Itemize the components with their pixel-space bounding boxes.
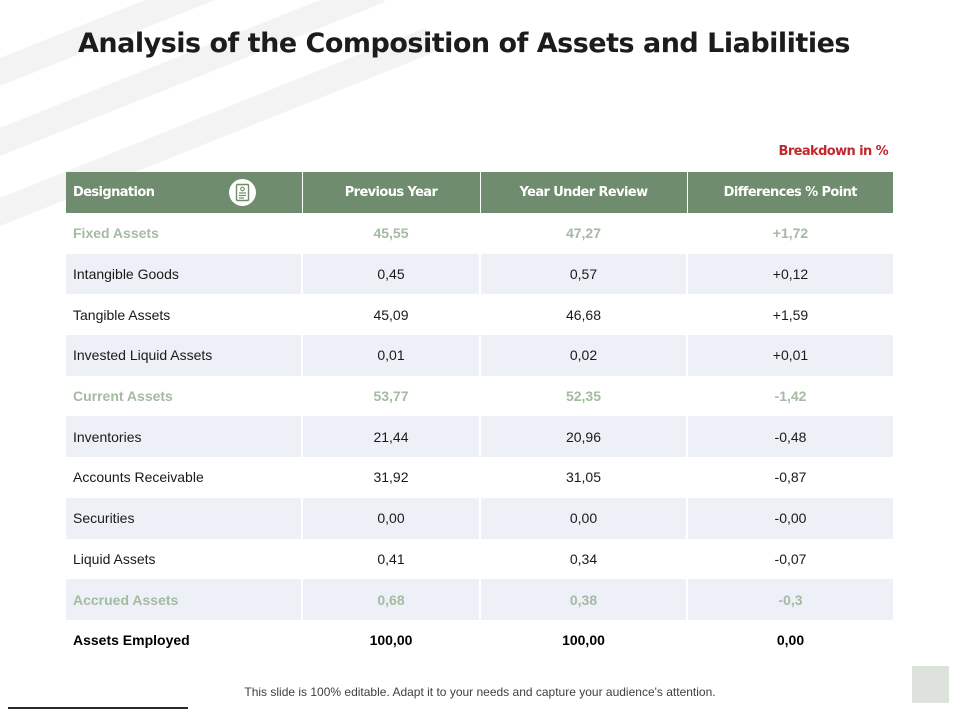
previous-year-cell: 45,09	[302, 294, 481, 336]
document-icon	[229, 179, 256, 206]
difference-cell: +0,12	[687, 253, 893, 295]
difference-cell: +0,01	[687, 335, 893, 376]
row-label-cell: Invested Liquid Assets	[66, 335, 303, 376]
corner-decoration	[912, 666, 949, 703]
row-label-cell: Liquid Assets	[66, 538, 303, 580]
previous-year-cell: 21,44	[302, 416, 481, 458]
column-header-label: Designation	[73, 185, 155, 200]
previous-year-cell: 0,68	[302, 579, 481, 620]
year-under-review-cell: 100,00	[480, 619, 688, 661]
previous-year-cell: 53,77	[302, 375, 481, 417]
difference-cell: +1,72	[772, 225, 809, 242]
row-label-cell: Accounts Receivable	[66, 457, 303, 498]
table-row: Securities 0,00 0,00 -0,00	[66, 497, 893, 539]
table-row: Inventories 21,44 20,96 -0,48	[66, 416, 893, 458]
previous-year-cell: 31,92	[302, 457, 481, 498]
previous-year-cell: 0,45	[302, 253, 481, 295]
column-header-differences: Differences % Point	[687, 172, 893, 213]
year-under-review-cell: 0,57	[480, 253, 688, 295]
row-label-cell: Securities	[66, 497, 303, 539]
column-header-designation: Designation	[66, 172, 303, 213]
year-under-review-cell: 31,05	[480, 457, 688, 498]
difference-cell: 0,00	[776, 632, 805, 649]
year-under-review-cell: 52,35	[480, 375, 688, 417]
row-label-cell: Inventories	[66, 416, 303, 458]
year-under-review-cell: 0,02	[480, 335, 688, 376]
page-title: Analysis of the Composition of Assets an…	[78, 28, 850, 59]
table-row: Invested Liquid Assets 0,01 0,02 +0,01	[66, 335, 893, 376]
table-row: Liquid Assets 0,41 0,34 -0,07	[66, 538, 893, 580]
difference-cell: +1,59	[772, 306, 809, 323]
difference-cell: -0,87	[774, 469, 807, 486]
row-label-cell: Assets Employed	[66, 619, 303, 661]
difference-cell: -0,00	[687, 497, 893, 539]
assets-table: Designation Previous Year Year Under Rev…	[66, 172, 893, 661]
previous-year-cell: 0,01	[302, 335, 481, 376]
table-row: Accrued Assets 0,68 0,38 -0,3	[66, 579, 893, 620]
row-label-cell: Current Assets	[66, 375, 303, 417]
year-under-review-cell: 20,96	[480, 416, 688, 458]
table-row: Current Assets 53,77 52,35 -1,42	[66, 375, 893, 417]
previous-year-cell: 45,55	[302, 213, 481, 254]
footer-divider	[8, 707, 188, 709]
breakdown-note: Breakdown in %	[778, 144, 889, 159]
difference-cell: -0,3	[687, 579, 893, 620]
previous-year-cell: 0,00	[302, 497, 481, 539]
column-header-previous-year: Previous Year	[302, 172, 481, 213]
column-header-year-under-review: Year Under Review	[480, 172, 688, 213]
row-label-cell: Fixed Assets	[66, 213, 303, 254]
difference-cell: -0,07	[774, 550, 807, 567]
previous-year-cell: 100,00	[302, 619, 481, 661]
difference-cell: -1,42	[774, 388, 807, 405]
table-row: Accounts Receivable 31,92 31,05 -0,87	[66, 457, 893, 498]
year-under-review-cell: 0,00	[480, 497, 688, 539]
difference-cell: -0,48	[687, 416, 893, 458]
table-row: Fixed Assets 45,55 47,27 +1,72	[66, 213, 893, 254]
row-label-cell: Intangible Goods	[66, 253, 303, 295]
previous-year-cell: 0,41	[302, 538, 481, 580]
table-body: Fixed Assets 45,55 47,27 +1,72 Intangible Go…	[66, 213, 893, 661]
year-under-review-cell: 0,34	[480, 538, 688, 580]
table-row: Intangible Goods 0,45 0,57 +0,12	[66, 253, 893, 295]
table-row: Assets Employed 100,00 100,00 0,00	[66, 619, 893, 661]
row-label-cell: Tangible Assets	[66, 294, 303, 336]
table-row: Tangible Assets 45,09 46,68 +1,59	[66, 294, 893, 336]
year-under-review-cell: 47,27	[480, 213, 688, 254]
year-under-review-cell: 46,68	[480, 294, 688, 336]
row-label-cell: Accrued Assets	[66, 579, 303, 620]
footer-note: This slide is 100% editable. Adapt it to…	[244, 685, 716, 699]
table-header-row: Designation Previous Year Year Under Rev…	[66, 172, 893, 213]
year-under-review-cell: 0,38	[480, 579, 688, 620]
